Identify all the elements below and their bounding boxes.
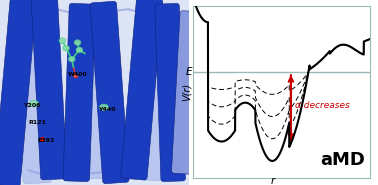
Text: R121: R121 [28, 120, 46, 125]
Ellipse shape [99, 104, 109, 110]
FancyBboxPatch shape [139, 4, 170, 181]
FancyBboxPatch shape [155, 4, 186, 181]
FancyBboxPatch shape [0, 0, 36, 185]
Ellipse shape [59, 38, 66, 43]
FancyBboxPatch shape [17, 1, 51, 184]
FancyBboxPatch shape [31, 0, 67, 180]
FancyBboxPatch shape [79, 6, 103, 179]
Text: α decreases: α decreases [295, 100, 350, 110]
Text: r: r [270, 176, 274, 185]
Ellipse shape [29, 100, 39, 107]
Ellipse shape [74, 40, 81, 45]
FancyBboxPatch shape [90, 1, 129, 184]
Text: E382: E382 [38, 138, 55, 143]
FancyBboxPatch shape [63, 3, 96, 182]
Ellipse shape [73, 74, 78, 78]
FancyBboxPatch shape [121, 0, 163, 180]
Ellipse shape [76, 47, 83, 53]
Text: Y440: Y440 [98, 107, 116, 112]
FancyBboxPatch shape [172, 11, 203, 174]
Ellipse shape [63, 45, 70, 51]
Text: Y206: Y206 [23, 103, 40, 108]
Text: W400: W400 [68, 72, 88, 77]
Ellipse shape [68, 56, 75, 62]
Text: aMD: aMD [320, 151, 365, 169]
Y-axis label: V(r): V(r) [181, 83, 191, 101]
Text: E: E [185, 67, 192, 77]
